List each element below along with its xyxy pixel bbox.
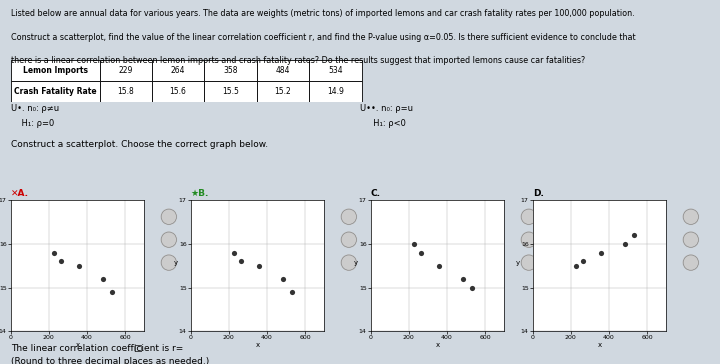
Text: 358: 358 — [223, 66, 238, 75]
Text: 534: 534 — [328, 66, 343, 75]
Text: C.: C. — [371, 189, 381, 198]
Point — [595, 250, 607, 256]
Text: U•. n₀: ρ≠u: U•. n₀: ρ≠u — [11, 104, 59, 113]
Point — [415, 250, 427, 256]
FancyBboxPatch shape — [11, 81, 99, 102]
Point — [619, 241, 631, 247]
FancyBboxPatch shape — [152, 60, 204, 81]
Point — [49, 250, 60, 256]
Point — [253, 263, 265, 269]
Text: 14.9: 14.9 — [327, 87, 344, 96]
Text: Crash Fatality Rate: Crash Fatality Rate — [14, 87, 96, 96]
FancyBboxPatch shape — [11, 60, 99, 81]
Circle shape — [521, 209, 536, 225]
Point — [235, 258, 247, 264]
Text: 229: 229 — [119, 66, 133, 75]
Point — [457, 276, 469, 282]
Circle shape — [341, 209, 356, 225]
Circle shape — [521, 255, 536, 270]
Point — [433, 263, 445, 269]
Text: The linear correlation coefficient is r=: The linear correlation coefficient is r= — [11, 344, 183, 353]
Point — [287, 289, 298, 295]
Text: 15.8: 15.8 — [117, 87, 134, 96]
Circle shape — [161, 255, 176, 270]
FancyBboxPatch shape — [257, 60, 309, 81]
Point — [577, 258, 589, 264]
Text: D.: D. — [533, 189, 544, 198]
Text: 484: 484 — [276, 66, 290, 75]
FancyBboxPatch shape — [309, 60, 361, 81]
Point — [571, 263, 582, 269]
Text: there is a linear correlation between lemon imports and crash fatality rates? Do: there is a linear correlation between le… — [11, 56, 585, 66]
FancyBboxPatch shape — [99, 81, 152, 102]
Point — [467, 285, 478, 290]
Text: Listed below are annual data for various years. The data are weights (metric ton: Listed below are annual data for various… — [11, 9, 634, 18]
Y-axis label: y: y — [174, 260, 178, 266]
Circle shape — [161, 232, 176, 248]
Y-axis label: y: y — [516, 260, 520, 266]
X-axis label: x: x — [76, 342, 79, 348]
Circle shape — [161, 209, 176, 225]
Point — [629, 232, 640, 238]
Text: 264: 264 — [171, 66, 185, 75]
Text: 15.5: 15.5 — [222, 87, 239, 96]
Text: (Round to three decimal places as needed.): (Round to three decimal places as needed… — [11, 357, 209, 364]
Circle shape — [683, 209, 698, 225]
Text: H₁: ρ<0: H₁: ρ<0 — [360, 119, 406, 127]
Text: □.: □. — [133, 344, 145, 353]
Point — [55, 258, 67, 264]
X-axis label: x: x — [598, 342, 601, 348]
Circle shape — [683, 232, 698, 248]
Point — [409, 241, 420, 247]
FancyBboxPatch shape — [257, 81, 309, 102]
Circle shape — [341, 255, 356, 270]
Circle shape — [683, 255, 698, 270]
Text: U••. n₀: ρ=u: U••. n₀: ρ=u — [360, 104, 413, 113]
Text: 15.6: 15.6 — [170, 87, 186, 96]
Text: H₁: ρ=0: H₁: ρ=0 — [11, 119, 54, 127]
Point — [97, 276, 109, 282]
X-axis label: x: x — [256, 342, 259, 348]
Text: Construct a scatterplot. Choose the correct graph below.: Construct a scatterplot. Choose the corr… — [11, 140, 268, 149]
FancyBboxPatch shape — [152, 81, 204, 102]
Text: ★B.: ★B. — [191, 189, 210, 198]
FancyBboxPatch shape — [99, 60, 152, 81]
FancyBboxPatch shape — [204, 60, 257, 81]
FancyBboxPatch shape — [204, 81, 257, 102]
Point — [73, 263, 85, 269]
Text: ✕A.: ✕A. — [11, 189, 29, 198]
Point — [229, 250, 240, 256]
Y-axis label: y: y — [354, 260, 358, 266]
FancyBboxPatch shape — [309, 81, 361, 102]
Text: Construct a scatterplot, find the value of the linear correlation coefficient r,: Construct a scatterplot, find the value … — [11, 33, 636, 42]
Text: Lemon Imports: Lemon Imports — [22, 66, 88, 75]
Point — [277, 276, 289, 282]
Text: 15.2: 15.2 — [274, 87, 292, 96]
Circle shape — [521, 232, 536, 248]
X-axis label: x: x — [436, 342, 439, 348]
Circle shape — [341, 232, 356, 248]
Point — [107, 289, 118, 295]
